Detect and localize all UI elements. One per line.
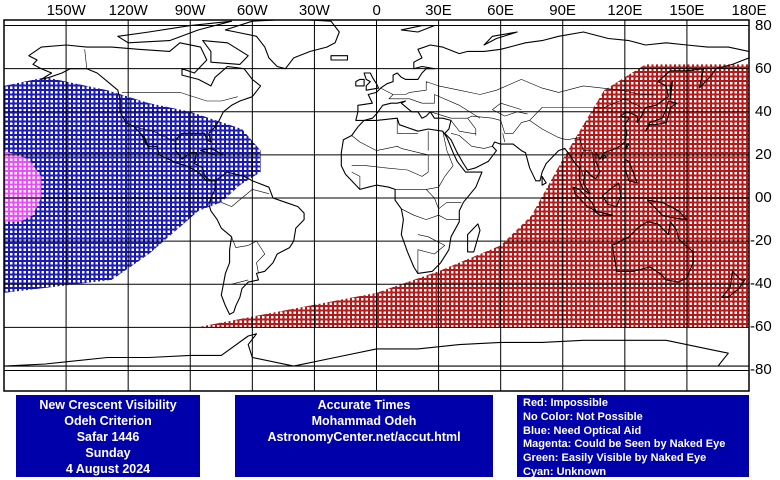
longitude-label: 180E [731, 2, 767, 19]
gregorian-date: 4 August 2024 [65, 462, 151, 476]
country-border [450, 120, 476, 134]
landmass-madagascar [467, 223, 481, 253]
country-border [351, 171, 361, 190]
country-border [591, 150, 597, 173]
title-line-2: Odeh Criterion [64, 414, 152, 428]
country-border [401, 208, 460, 220]
landmass-svalbard [400, 25, 435, 33]
lat-lon-grid [4, 20, 749, 391]
landmass-australia [611, 221, 694, 283]
longitude-label: 120E [607, 2, 643, 19]
latitude-label: -60 [750, 318, 772, 336]
longitude-label: 150W [46, 2, 86, 19]
region-need-optical-aid [4, 77, 261, 293]
country-border [380, 79, 654, 95]
longitude-label: 60W [236, 2, 268, 19]
title-line-1: New Crescent Visibility [39, 398, 177, 412]
landmass-north-america [28, 42, 262, 182]
country-border [425, 189, 462, 210]
latitude-label: 40 [755, 102, 772, 120]
landmass-japan [644, 100, 678, 132]
country-border [450, 133, 493, 149]
longitude-label: 30E [425, 2, 452, 19]
longitude-label: 90E [549, 2, 576, 19]
world-map-panel: 150W 120W 90W 60W 30W 0 30E 60E 90E 120E 150E 180E … [3, 2, 772, 392]
weekday: Sunday [85, 446, 131, 460]
longitude-label: 90W [174, 2, 206, 19]
country-border [122, 92, 238, 102]
title-box: New Crescent Visibility Odeh Criterion S… [16, 395, 200, 477]
landmass-borneo [601, 182, 622, 208]
region-impossible [196, 64, 749, 328]
country-border [417, 234, 446, 255]
region-could-be-seen-by-naked-eye [4, 150, 42, 222]
longitude-label: 120W [108, 2, 148, 19]
legend-red: Red: Impossible [523, 397, 608, 409]
landmass-hainan [601, 154, 607, 160]
legend-magenta: Magenta: Could be Seen by Naked Eye [523, 438, 726, 451]
landmass-ireland [355, 78, 365, 87]
country-border [351, 135, 429, 177]
landmass-sakhalin [669, 81, 673, 100]
country-border [231, 279, 249, 285]
latitude-label: 60 [755, 59, 772, 77]
landmass-south-america [208, 171, 305, 315]
landmass-sri-lanka [541, 175, 547, 186]
continent-outlines [4, 20, 749, 367]
legend-no-color: No Color: Not Possible [523, 410, 643, 423]
latitude-label: 80 [755, 16, 772, 34]
map-border [3, 19, 750, 392]
country-border [84, 49, 88, 69]
landmass-britain [363, 72, 380, 91]
country-border [502, 133, 506, 143]
legend-blue: Blue: Need Optical Aid [523, 424, 642, 437]
landmass-eurasia [355, 31, 749, 195]
landmass-iceland [330, 55, 349, 61]
latitude-label: -40 [750, 275, 772, 293]
credits-box: Accurate Times Mohammad Odeh AstronomyCe… [235, 395, 493, 477]
hijri-month: Safar 1446 [76, 430, 140, 444]
landmass-new-zealand [721, 270, 746, 298]
latitude-label: -80 [750, 361, 772, 379]
landmass-taiwan [624, 143, 630, 152]
website-link[interactable]: AstronomyCenter.net/accut.html [267, 430, 461, 444]
landmass-canadian-arctic [117, 20, 233, 44]
longitude-label: 60E [487, 2, 514, 19]
country-border [395, 131, 454, 190]
landmass-java [593, 210, 613, 216]
landmass-new-guinea [647, 199, 688, 221]
author-name: Mohammad Odeh [311, 414, 417, 428]
legend-cyan: Cyan: Unknown [523, 465, 607, 478]
country-border [396, 118, 418, 134]
country-border [467, 118, 477, 136]
legend-green: Green: Easily Visible by Naked Eye [523, 452, 707, 465]
latitude-label: 00 [755, 189, 772, 206]
country-border [430, 111, 592, 151]
country-border [492, 102, 528, 117]
legend-box: Red: Impossible No Color: Not Possible B… [517, 395, 749, 478]
longitude-label: 150E [669, 2, 705, 19]
credits-line-1: Accurate Times [317, 398, 411, 412]
visibility-regions [4, 64, 749, 328]
country-border [388, 94, 481, 119]
latitude-label: 20 [755, 145, 772, 163]
country-border [231, 236, 266, 274]
latitude-label: -20 [750, 232, 772, 250]
landmass-africa [340, 117, 483, 274]
visibility-map [3, 19, 750, 392]
landmass-baffin [202, 40, 249, 65]
longitude-label: 0 [372, 2, 381, 19]
landmass-novaya-zemlya [483, 31, 518, 46]
landmass-antarctica [4, 333, 749, 367]
longitude-label: 30W [298, 2, 330, 19]
country-border [134, 126, 176, 143]
